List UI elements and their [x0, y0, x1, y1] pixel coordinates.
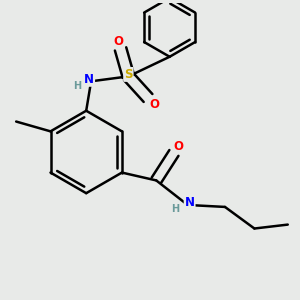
- Text: H: H: [171, 204, 179, 214]
- Text: N: N: [84, 73, 94, 86]
- Text: O: O: [114, 34, 124, 48]
- Text: O: O: [149, 98, 159, 111]
- Text: H: H: [73, 81, 81, 91]
- Text: O: O: [174, 140, 184, 153]
- Text: S: S: [124, 68, 133, 81]
- Text: N: N: [184, 196, 195, 208]
